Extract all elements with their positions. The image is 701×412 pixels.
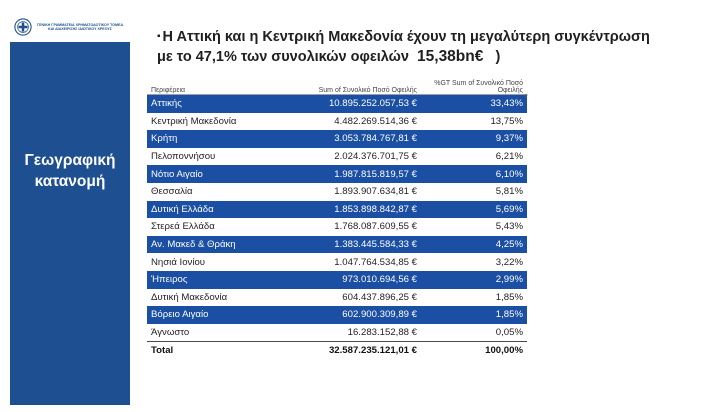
- region-cell: Αν. Μακεδ & Θράκη: [147, 235, 267, 254]
- region-cell: Κεντρική Μακεδονία: [151, 115, 237, 127]
- table-row[interactable]: Ήπειρος 973.010.694,56 €2,99%: [147, 270, 527, 289]
- total-pct: 100,00%: [421, 341, 527, 360]
- pct-cell: 6,10%: [421, 165, 527, 183]
- logo-text: ΓΕΝΙΚΗ ΓΡΑΜΜΑΤΕΙΑ ΧΡΗΜΑΤΟΔΟΤΙΚΟΥ ΤΟΜΕΑ Κ…: [36, 22, 124, 31]
- region-cell: Νησιά Ιονίου: [151, 256, 206, 268]
- pct-cell: 1,85%: [495, 291, 523, 303]
- table-row[interactable]: Στερεά Ελλάδα 1.768.087.609,55 € 5,43%: [147, 218, 527, 236]
- sidebar-panel: ΓΕΝΙΚΗ ΓΡΑΜΜΑΤΕΙΑ ΧΡΗΜΑΤΟΔΟΤΙΚΟΥ ΤΟΜΕΑ Κ…: [10, 12, 130, 405]
- sum-cell: 604.437.896,25 €: [342, 291, 417, 303]
- sum-cell: 1.893.907.634,81 €: [334, 186, 417, 198]
- column-header-sum[interactable]: Sum of Συνολικό Ποσό Οφειλής: [267, 80, 421, 95]
- region-cell: Δυτική Μακεδονία: [151, 291, 228, 303]
- pct-cell: 1,85%: [421, 306, 527, 324]
- sum-cell: 973.010.694,56 €: [267, 270, 421, 289]
- region-cell: Άγνωστο: [151, 327, 190, 339]
- section-title: Γεωγραφική κατανομή: [10, 150, 130, 192]
- table-row[interactable]: Πελοποννήσου 2.024.376.701,75 € 6,21%: [147, 148, 527, 166]
- sum-cell: 1.853.898.842,87 €: [267, 200, 421, 219]
- pct-cell: 5,69%: [421, 200, 527, 219]
- table-row[interactable]: Νότιο Αιγαίο 1.987.815.819,57 €6,10%: [147, 165, 527, 183]
- headline-line2: με το 47,1% των συνολικών οφειλών 15,38b…: [157, 47, 677, 67]
- headline-paren: ): [495, 49, 501, 66]
- pct-cell: 3,22%: [495, 256, 523, 268]
- pct-cell: 0,05%: [495, 327, 523, 339]
- headline-line1: ▪ Η Αττική και η Κεντρική Μακεδονία έχουν…: [157, 27, 677, 47]
- region-cell: Θεσσαλία: [151, 186, 193, 198]
- headline-highlight-amount: 15,38bn€: [417, 48, 484, 66]
- total-label: Total: [147, 341, 267, 360]
- total-sum: 32.587.235.121,01 €: [267, 341, 421, 360]
- column-header-pct-label: %GT Sum of Συνολικό Ποσό Οφειλής: [434, 80, 523, 94]
- debt-by-region-table: Περιφέρεια Sum of Συνολικό Ποσό Οφειλής …: [147, 80, 529, 360]
- table-row[interactable]: Αν. Μακεδ & Θράκη 1.383.445.584,33 €4,25%: [147, 235, 527, 254]
- region-cell: Πελοποννήσου: [151, 151, 216, 163]
- pct-cell: 4,25%: [421, 235, 527, 254]
- region-cell: Ήπειρος: [147, 270, 267, 289]
- sum-cell: 4.482.269.514,36 €: [334, 115, 417, 127]
- table-row[interactable]: Κρήτη 3.053.784.767,81 €9,37%: [147, 130, 527, 148]
- pct-cell: 6,21%: [495, 151, 523, 163]
- ministry-logo: ΓΕΝΙΚΗ ΓΡΑΜΜΑΤΕΙΑ ΧΡΗΜΑΤΟΔΟΤΙΚΟΥ ΤΟΜΕΑ Κ…: [10, 12, 130, 42]
- pct-cell: 9,37%: [421, 130, 527, 148]
- section-title-line1: Γεωγραφική: [24, 152, 116, 169]
- table-row[interactable]: Θεσσαλία 1.893.907.634,81 € 5,81%: [147, 183, 527, 201]
- table-row[interactable]: Αττικής 10.895.252.057,53 €33,43%: [147, 94, 527, 113]
- column-header-pct[interactable]: %GT Sum of Συνολικό Ποσό Οφειλής ▼: [421, 80, 529, 100]
- table-header-row: Περιφέρεια Sum of Συνολικό Ποσό Οφειλής …: [147, 80, 529, 100]
- region-cell: Νότιο Αιγαίο: [147, 165, 267, 183]
- sum-cell: 1.383.445.584,33 €: [267, 235, 421, 254]
- sum-cell: 1.987.815.819,57 €: [267, 165, 421, 183]
- bullet-icon: ▪: [157, 31, 161, 43]
- sum-cell: 602.900.309,89 €: [267, 306, 421, 324]
- region-cell: Κρήτη: [147, 130, 267, 148]
- table-row[interactable]: Κεντρική Μακεδονία 4.482.269.514,36 € 13,7…: [147, 113, 527, 131]
- headline-text-1: Η Αττική και η Κεντρική Μακεδονία έχουν …: [162, 29, 650, 45]
- sort-down-icon: ▼: [523, 94, 529, 100]
- pct-cell: 2,99%: [421, 270, 527, 289]
- headline: ▪ Η Αττική και η Κεντρική Μακεδονία έχουν…: [157, 27, 677, 67]
- region-cell: Αττικής: [147, 94, 267, 113]
- sum-cell: 2.024.376.701,75 €: [334, 151, 417, 163]
- table-row[interactable]: Δυτική Μακεδονία 604.437.896,25 € 1,85%: [147, 289, 527, 307]
- column-header-region[interactable]: Περιφέρεια: [147, 80, 267, 95]
- sum-cell: 3.053.784.767,81 €: [267, 130, 421, 148]
- pct-cell: 5,43%: [495, 221, 523, 233]
- total-row: Total 32.587.235.121,01 € 100,00%: [147, 341, 527, 360]
- headline-text-2: με το 47,1% των συνολικών οφειλών: [157, 49, 409, 66]
- table-row[interactable]: Άγνωστο 16.283.152,88 € 0,05%: [147, 324, 527, 342]
- pct-cell: 13,75%: [490, 115, 523, 127]
- table-row[interactable]: Δυτική Ελλάδα 1.853.898.842,87 €5,69%: [147, 200, 527, 219]
- pct-cell: 5,81%: [495, 186, 523, 198]
- sum-cell: 10.895.252.057,53 €: [267, 94, 421, 113]
- sum-cell: 1.768.087.609,55 €: [334, 221, 417, 233]
- sum-cell: 1.047.764.534,85 €: [334, 256, 417, 268]
- pct-cell: 33,43%: [421, 94, 527, 113]
- table-row[interactable]: Βόρειο Αιγαίο 602.900.309,89 €1,85%: [147, 306, 527, 324]
- section-title-line2: κατανομή: [34, 173, 106, 190]
- region-cell: Στερεά Ελλάδα: [151, 221, 215, 233]
- table-row[interactable]: Νησιά Ιονίου 1.047.764.534,85 € 3,22%: [147, 253, 527, 271]
- region-cell: Βόρειο Αιγαίο: [147, 306, 267, 324]
- sum-cell: 16.283.152,88 €: [347, 327, 417, 339]
- greek-emblem-icon: [14, 18, 32, 36]
- region-cell: Δυτική Ελλάδα: [147, 200, 267, 219]
